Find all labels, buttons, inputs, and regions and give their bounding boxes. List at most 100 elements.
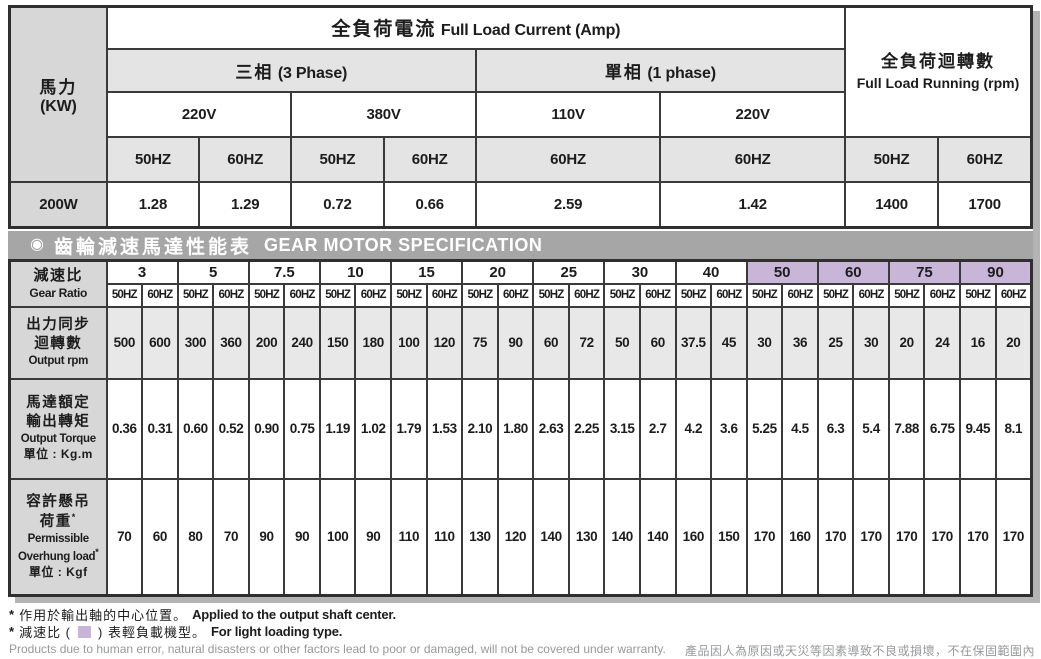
- ratio-cell: 60: [816, 259, 890, 285]
- value-cell: 16: [959, 305, 997, 380]
- value-cell: 50: [603, 305, 641, 380]
- value-cell: 37.5: [674, 305, 713, 380]
- value-cell: 1.79: [390, 377, 428, 480]
- value-cell: 6.3: [816, 377, 855, 480]
- single-phase-header: 單相 (1 phase): [474, 47, 846, 93]
- light-loading-swatch: [78, 625, 92, 638]
- freq-cell: 50HZ: [843, 135, 940, 183]
- value-cell: 0.60: [176, 377, 215, 480]
- freq-cell: 50HZ: [390, 282, 428, 308]
- full-load-current-header: 全負荷電流 Full Load Current (Amp): [105, 5, 846, 50]
- three-phase-zh: 三相: [235, 62, 274, 82]
- ratio-cell: 90: [959, 259, 1033, 285]
- value-cell: 160: [674, 477, 713, 597]
- freq-cell: 50HZ: [290, 135, 385, 183]
- value-cell: 170: [959, 477, 997, 597]
- value-cell: 6.75: [923, 377, 961, 480]
- footnote-warranty-en: Products due to human error, natural dis…: [9, 642, 666, 656]
- three-phase-en: (3 Phase): [277, 64, 348, 82]
- spec-row-label-line: 迴轉數: [34, 336, 83, 353]
- value-cell: 120: [496, 477, 535, 597]
- full-load-running-zh: 全負荷迴轉數: [880, 51, 995, 71]
- freq-cell: 60HZ: [659, 135, 846, 183]
- spec-title-band: ◉ 齒輪減速馬達性能表 GEAR MOTOR SPECIFICATION: [8, 231, 1033, 259]
- spec-row-label-line: 荷重*: [39, 512, 77, 531]
- value-cell: 170: [852, 477, 890, 597]
- footnote-marker: *: [9, 607, 15, 622]
- value-cell: 90: [354, 477, 392, 597]
- footnote-light-loading: * 減速比 ( ) 表輕負載機型。 For light loading type…: [9, 623, 1035, 640]
- value-cell: 80: [176, 477, 215, 597]
- rpm-value-cell: 1400: [843, 180, 940, 229]
- full-load-current-en: Full Load Current (Amp): [440, 22, 621, 40]
- ratio-cell: 7.5: [247, 259, 321, 285]
- value-cell: 170: [994, 477, 1033, 597]
- ratio-cell: 10: [318, 259, 393, 285]
- three-phase-header: 三相 (3 Phase): [105, 47, 477, 93]
- value-cell: 60: [141, 477, 179, 597]
- value-cell: 5.4: [852, 377, 890, 480]
- full-load-running-en: Full Load Running (rpm): [856, 74, 1020, 91]
- freq-cell: 60HZ: [710, 282, 748, 308]
- hp-label-en: (KW): [40, 97, 77, 115]
- value-cell: 90: [283, 477, 321, 597]
- freq-cell: 60HZ: [382, 135, 477, 183]
- model-cell: 200W: [8, 180, 108, 229]
- full-load-running-header: 全負荷迴轉數 Full Load Running (rpm): [843, 5, 1033, 138]
- spec-row-label-line: 輸出轉矩: [26, 414, 91, 431]
- freq-cell: 60HZ: [994, 282, 1033, 308]
- voltage-cell: 110V: [474, 90, 662, 138]
- value-cell: 2.25: [567, 377, 606, 480]
- value-cell: 60: [532, 305, 570, 380]
- value-cell: 240: [283, 305, 321, 380]
- value-cell: 90: [496, 305, 535, 380]
- footnote-shaft-zh: 作用於輸出軸的中心位置。: [19, 608, 188, 623]
- value-cell: 20: [994, 305, 1033, 380]
- value-cell: 150: [318, 305, 357, 380]
- freq-cell: 50HZ: [318, 282, 357, 308]
- value-cell: 70: [212, 477, 250, 597]
- value-cell: 7.88: [887, 377, 926, 480]
- spec-row-label-line: 馬達額定: [26, 395, 91, 412]
- spec-row-label-line: Output Torque: [20, 433, 96, 446]
- value-cell: 2.7: [638, 377, 677, 480]
- value-cell: 45: [710, 305, 748, 380]
- value-cell: 170: [816, 477, 855, 597]
- freq-cell: 60HZ: [474, 135, 662, 183]
- spec-row-label: 出力同步 迴轉數 Output rpm: [8, 305, 108, 380]
- gear-ratio-label-en: Gear Ratio: [29, 285, 88, 300]
- value-cell: 20: [887, 305, 926, 380]
- freq-cell: 60HZ: [923, 282, 961, 308]
- value-cell: 70: [105, 477, 144, 597]
- value-cell: 0.75: [283, 377, 321, 480]
- value-cell: 90: [247, 477, 286, 597]
- freq-cell: 50HZ: [461, 282, 499, 308]
- single-phase-zh: 單相: [604, 62, 643, 82]
- gear-ratio-label-zh: 減速比: [33, 267, 83, 285]
- value-cell: 8.1: [994, 377, 1033, 480]
- freq-cell: 50HZ: [603, 282, 641, 308]
- rpm-value-cell: 1700: [937, 180, 1033, 229]
- ratio-cell: 50: [745, 259, 819, 285]
- value-cell: 600: [141, 305, 179, 380]
- value-cell: 1.80: [496, 377, 535, 480]
- value-cell: 130: [567, 477, 606, 597]
- value-cell: 170: [745, 477, 784, 597]
- value-cell: 4.2: [674, 377, 713, 480]
- value-cell: 130: [461, 477, 499, 597]
- voltage-cell: 380V: [290, 90, 477, 138]
- value-cell: 500: [105, 305, 144, 380]
- freq-cell: 50HZ: [105, 282, 144, 308]
- freq-cell: 60HZ: [496, 282, 535, 308]
- value-cell: 0.90: [247, 377, 286, 480]
- footnote-light-en: For light loading type.: [210, 624, 343, 639]
- freq-cell: 60HZ: [567, 282, 606, 308]
- freq-cell: 60HZ: [781, 282, 819, 308]
- current-value-cell: 0.72: [290, 180, 385, 229]
- spec-row-label-line: 出力同步: [26, 317, 91, 334]
- spec-row-output-rpm: 出力同步 迴轉數 Output rpm 500 600 300 360 200 240 150 18…: [8, 305, 1033, 380]
- value-cell: 140: [603, 477, 641, 597]
- footnote-warranty: Products due to human error, natural dis…: [9, 642, 1035, 658]
- value-cell: 300: [176, 305, 215, 380]
- spec-row-output-torque: 馬達額定 輸出轉矩 Output Torque 單位 : Kg.m 0.36 0.31 0.…: [8, 377, 1033, 480]
